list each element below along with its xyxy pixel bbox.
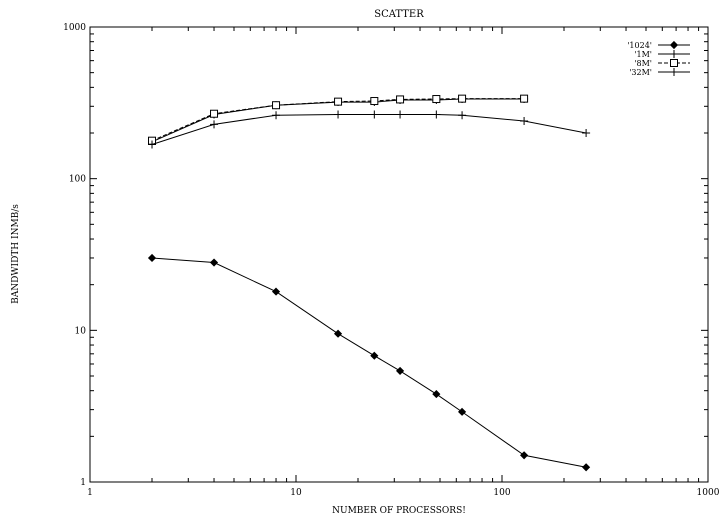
legend-marker xyxy=(670,68,678,76)
series-1 xyxy=(147,253,591,472)
legend-label: '1024' xyxy=(627,41,652,50)
axis-ticks: 1 10 100 1000 1 10 100 1000 xyxy=(63,23,720,498)
y-tick-label: 1000 xyxy=(63,23,86,33)
data-point xyxy=(148,140,157,149)
data-point xyxy=(432,95,441,104)
data-point xyxy=(334,97,343,106)
data-point xyxy=(520,451,529,460)
data-point xyxy=(458,407,467,416)
data-point xyxy=(210,120,219,129)
x-tick-label: 10 xyxy=(290,488,302,498)
data-point xyxy=(370,110,379,119)
data-point xyxy=(272,101,281,110)
y-tick-label: 100 xyxy=(69,175,86,185)
x-tick-label: 1000 xyxy=(697,488,720,498)
legend-item: '32M' xyxy=(629,68,690,77)
legend-item: '8M' xyxy=(634,59,690,68)
data-point xyxy=(271,287,281,296)
data-point xyxy=(396,110,405,119)
series-4 xyxy=(148,110,591,149)
legend-marker xyxy=(670,50,678,58)
legend-label: '1M' xyxy=(634,50,652,59)
data-point xyxy=(272,111,281,120)
data-point xyxy=(458,94,467,103)
legend-item: '1M' xyxy=(634,50,690,59)
chart-title: SCATTER xyxy=(374,9,424,20)
data-point xyxy=(334,110,343,119)
legend-label: '8M' xyxy=(634,59,652,68)
data-point xyxy=(370,97,379,106)
data-point xyxy=(432,110,441,119)
series-line xyxy=(151,114,587,145)
data-point xyxy=(520,117,529,126)
x-tick-label: 1 xyxy=(87,488,93,498)
legend-label: '32M' xyxy=(629,68,652,77)
y-axis-label: BANDWIDTH INMB/s xyxy=(11,204,21,304)
data-point xyxy=(370,351,379,360)
data-point xyxy=(520,94,529,103)
data-point xyxy=(210,109,219,118)
data-point xyxy=(147,253,157,263)
data-point xyxy=(395,366,405,375)
y-tick-label: 10 xyxy=(75,326,87,336)
series-3 xyxy=(148,94,529,145)
legend-marker xyxy=(670,59,678,67)
x-axis-label: NUMBER OF PROCESSORS! xyxy=(332,506,466,516)
data-point xyxy=(209,258,219,267)
legend-item: '1024' xyxy=(627,40,690,50)
data-point xyxy=(458,111,467,120)
legend: '1024''1M''8M''32M' xyxy=(627,40,690,77)
x-tick-label: 100 xyxy=(493,488,510,498)
data-point xyxy=(333,329,343,338)
data-point xyxy=(582,129,591,138)
plot-frame xyxy=(89,26,709,483)
data-point xyxy=(582,463,591,472)
y-tick-label: 1 xyxy=(80,478,86,488)
legend-marker xyxy=(669,40,679,50)
series-line xyxy=(151,257,587,468)
data-point xyxy=(432,390,441,399)
series-layer xyxy=(147,94,591,472)
data-point xyxy=(396,95,405,104)
